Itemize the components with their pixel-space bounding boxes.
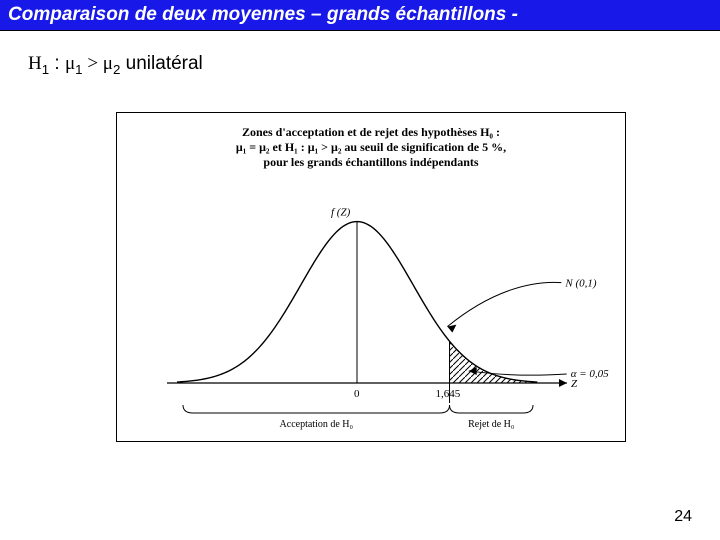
slide-title: Comparaison de deux moyennes – grands éc…: [8, 4, 518, 25]
svg-text:N (0,1): N (0,1): [564, 278, 597, 290]
hypothesis-line: H1 : μ1 > μ2 unilatéral: [28, 53, 720, 77]
page-number: 24: [674, 508, 692, 526]
mu1-sub: 1: [75, 62, 82, 77]
mu1: μ: [65, 53, 75, 74]
colon: :: [49, 53, 65, 74]
gt: >: [83, 53, 103, 74]
svg-text:1,645: 1,645: [436, 388, 461, 400]
caption-line-3: pour les grands échantillons indépendant…: [117, 155, 625, 170]
mu2: μ: [103, 53, 113, 74]
svg-text:0: 0: [354, 388, 360, 400]
figure-panel: Zones d'acceptation et de rejet des hypo…: [116, 112, 626, 442]
svg-text:f (Z): f (Z): [331, 207, 351, 219]
svg-text:Rejet de H₀: Rejet de H₀: [468, 419, 515, 430]
svg-text:Acceptation de H₀: Acceptation de H₀: [280, 419, 354, 430]
figure-caption: Zones d'acceptation et de rejet des hypo…: [117, 125, 625, 170]
tail: unilatéral: [120, 53, 202, 74]
slide-title-bar: Comparaison de deux moyennes – grands éc…: [0, 0, 720, 31]
caption-line-1: Zones d'acceptation et de rejet des hypo…: [117, 125, 625, 140]
caption-line-2: μ₁ = μ₂ et H₁ : μ₁ > μ₂ au seuil de sign…: [117, 140, 625, 155]
svg-text:Z: Z: [571, 378, 578, 390]
h-letter: H: [28, 53, 42, 74]
